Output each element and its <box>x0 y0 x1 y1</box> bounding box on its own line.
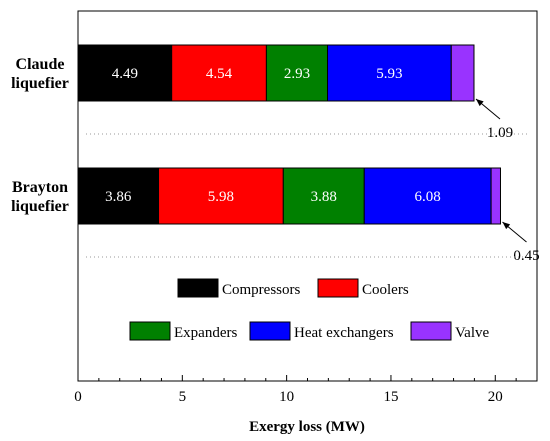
bar-segment-coolers <box>171 44 267 102</box>
bar-segment-valve <box>490 167 501 225</box>
bar-value-label: 5.93 <box>376 66 402 82</box>
bar-value-label: 4.54 <box>206 66 233 82</box>
bar-segment-compressors <box>77 167 160 225</box>
legend-swatch-valve <box>410 321 452 341</box>
callout-arrowhead <box>502 222 511 230</box>
legend-label: Valve <box>455 325 489 341</box>
category-label: Claude liquefier <box>11 56 69 92</box>
legend-swatch-coolers <box>317 278 359 298</box>
bar-segment-compressors <box>77 44 173 102</box>
bar-segment-coolers <box>158 167 284 225</box>
legend-swatch-compressors <box>177 278 219 298</box>
x-tick-label: 10 <box>279 389 294 405</box>
x-tick-label: 15 <box>383 389 398 405</box>
category-label: Brayton liquefier <box>11 179 69 215</box>
callout-arrowhead <box>475 99 484 107</box>
legend-label: Heat exchangers <box>294 325 394 341</box>
legend-label: Compressors <box>222 282 300 298</box>
legend-label: Coolers <box>362 282 409 298</box>
bar-value-label: 6.08 <box>415 189 441 205</box>
x-axis-label: Exergy loss (MW) <box>249 419 365 435</box>
bar-value-label: 3.86 <box>105 189 132 205</box>
bar-segment-expanders <box>282 167 365 225</box>
legend-swatch-heat-exchangers <box>249 321 291 341</box>
x-tick-label: 0 <box>74 389 82 405</box>
bar-value-label: 5.98 <box>208 189 234 205</box>
bar-segment-expanders <box>265 44 329 102</box>
bar-segment-heat-exchangers <box>327 44 452 102</box>
bar-value-label: 2.93 <box>284 66 310 82</box>
bar-segment-heat-exchangers <box>363 167 492 225</box>
bar-value-label: 1.09 <box>487 125 513 141</box>
legend-label: Expanders <box>174 325 237 341</box>
legend-swatch-expanders <box>129 321 171 341</box>
bar-value-label: 4.49 <box>112 66 138 82</box>
bar-segment-valve <box>450 44 475 102</box>
x-tick-label: 20 <box>488 389 503 405</box>
bar-value-label: 0.45 <box>513 248 539 264</box>
x-tick-label: 5 <box>179 389 187 405</box>
bar-value-label: 3.88 <box>311 189 337 205</box>
